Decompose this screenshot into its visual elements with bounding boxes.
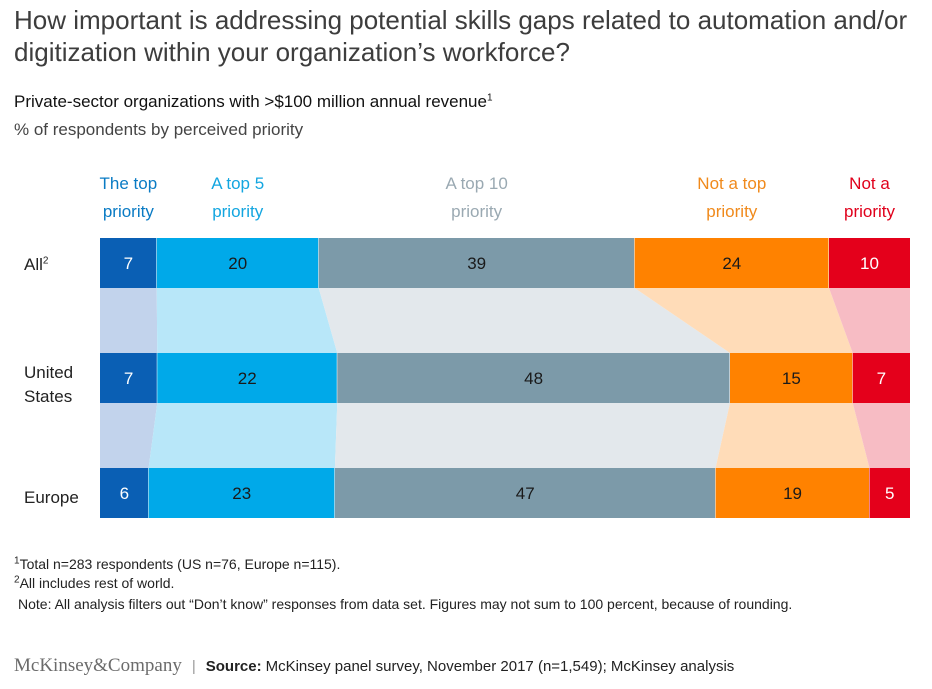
chart-title: How important is addressing potential sk… [14, 5, 908, 67]
row-label-united-states: United States [24, 361, 73, 409]
connector-band [100, 403, 158, 468]
footer-separator: | [191, 657, 196, 675]
data-label: 47 [516, 484, 535, 503]
footnote-2-text: All includes rest of world. [19, 575, 175, 591]
row-label-us-line2: States [24, 387, 73, 406]
data-label: 7 [877, 369, 886, 388]
data-label: 7 [124, 254, 133, 273]
bar-segment [156, 238, 319, 288]
subtitle-text: Private-sector organizations with >$100 … [14, 92, 487, 111]
bar-segment [100, 468, 149, 518]
connector-band [634, 288, 853, 353]
data-label: 6 [120, 484, 129, 503]
connector-band [852, 403, 910, 468]
data-label: 39 [467, 254, 486, 273]
bar-segment [100, 238, 157, 288]
footnote-1-marker: 1 [14, 555, 20, 567]
stacked-bar-chart: 7 20 39 24 10 7 22 48 15 7 6 23 47 19 5 The top priority… [100, 174, 910, 518]
subtitle-footnote-marker: 1 [486, 92, 493, 104]
legend-label: priority [451, 202, 503, 221]
row-label-us-line1: United [24, 363, 74, 382]
bar-segment [334, 468, 716, 518]
connector-band [156, 288, 338, 353]
source-text: McKinsey panel survey, November 2017 (n=… [265, 657, 735, 675]
footnote-2: 2All includes rest of world. [14, 574, 174, 592]
legend-label: The top [100, 174, 158, 193]
connector-band [829, 288, 910, 353]
bar-segment [100, 353, 158, 403]
unit-label: % of respondents by perceived priority [14, 120, 304, 139]
data-label: 19 [783, 484, 802, 503]
row-label-europe: Europe [24, 486, 79, 510]
bar-segment [715, 468, 870, 518]
bar-segment [337, 353, 730, 403]
row-label-all: All2 [24, 253, 48, 277]
bar-segment [318, 238, 635, 288]
legend-label: Not a top [697, 174, 766, 193]
footnote-1-text: Total n=283 respondents (US n=76, Europe… [19, 556, 341, 572]
data-label: 20 [228, 254, 247, 273]
data-label: 48 [524, 369, 543, 388]
data-label: 22 [238, 369, 257, 388]
legend-label: Not a [849, 174, 890, 193]
bar-segment [157, 353, 338, 403]
analysis-note: Note: All analysis filters out “Don’t kn… [18, 596, 793, 612]
connector-band [148, 403, 338, 468]
row-label-all-text: All [24, 255, 43, 274]
source-label: Source: [205, 657, 262, 675]
footnote-2-marker: 2 [14, 574, 20, 586]
brand-logo: McKinsey&Company [14, 655, 182, 676]
legend-label: A top 10 [445, 174, 507, 193]
bar-segment [730, 353, 853, 403]
chart-subtitle: Private-sector organizations with >$100 … [14, 92, 493, 112]
bar-segment [829, 238, 910, 288]
row-label-all-sup: 2 [42, 255, 49, 267]
legend-label: priority [706, 202, 758, 221]
legend-label: priority [844, 202, 896, 221]
bar-segment [852, 353, 910, 403]
footer: McKinsey&Company | Source: McKinsey pane… [14, 655, 734, 677]
connector-band [100, 288, 158, 353]
footnote-1: 1Total n=283 respondents (US n=76, Europ… [14, 555, 340, 573]
connector-band [318, 288, 730, 353]
data-label: 5 [885, 484, 894, 503]
legend-label: priority [103, 202, 155, 221]
connector-band [715, 403, 870, 468]
bar-segment [634, 238, 829, 288]
data-label: 7 [124, 369, 133, 388]
bar-segment [148, 468, 335, 518]
bar-segment [869, 468, 910, 518]
data-label: 23 [232, 484, 251, 503]
data-label: 10 [860, 254, 879, 273]
connector-band [334, 403, 730, 468]
data-label: 24 [722, 254, 741, 273]
legend-label: priority [212, 202, 264, 221]
legend-label: A top 5 [211, 174, 264, 193]
data-label: 15 [782, 369, 801, 388]
row-label-europe-text: Europe [24, 488, 79, 507]
